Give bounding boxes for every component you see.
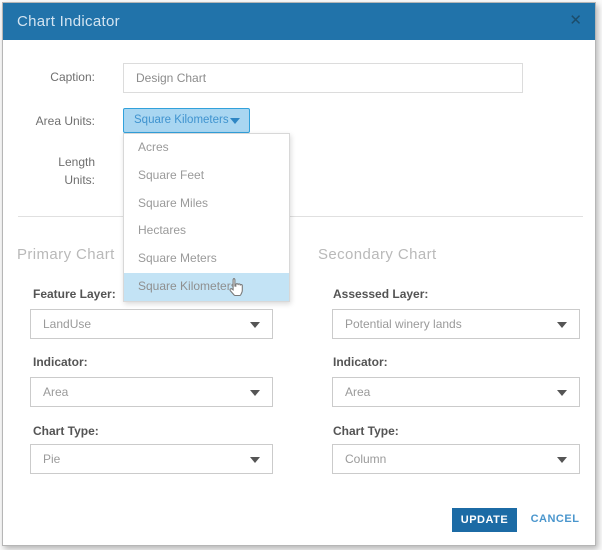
assessed-layer-select[interactable]: Potential winery lands [332,309,580,339]
assessed-layer-label: Assessed Layer: [333,287,429,301]
secondary-chart-type-select[interactable]: Column [332,444,580,474]
chevron-down-icon [250,322,260,328]
feature-layer-value: LandUse [43,317,92,331]
secondary-indicator-label: Indicator: [333,355,388,369]
section-divider [18,216,583,217]
chevron-down-icon [557,322,567,328]
area-units-select[interactable]: Square Kilometers [123,108,250,133]
menu-option-square-miles[interactable]: Square Miles [138,195,209,210]
dialog-header: Chart Indicator ✕ [3,3,595,40]
chevron-down-icon [250,390,260,396]
chevron-down-icon [557,390,567,396]
feature-layer-select[interactable]: LandUse [30,309,273,339]
area-units-menu: Acres Square Feet Square Miles Hectares … [123,133,290,302]
primary-indicator-label: Indicator: [33,355,88,369]
menu-option-square-kilometers[interactable]: Square Kilometers [124,272,289,301]
close-icon[interactable]: ✕ [569,12,582,29]
primary-chart-type-select[interactable]: Pie [30,444,273,474]
feature-layer-label: Feature Layer: [33,287,116,301]
primary-indicator-value: Area [43,385,69,399]
chevron-down-icon [250,457,260,463]
primary-chart-type-value: Pie [43,452,61,466]
length-units-label-line1: Length [58,155,95,169]
area-units-label: Area Units: [35,114,95,128]
secondary-indicator-select[interactable]: Area [332,377,580,407]
secondary-indicator-value: Area [345,385,371,399]
dialog-title: Chart Indicator [17,13,120,30]
menu-option-hectares[interactable]: Hectares [138,223,187,238]
secondary-chart-type-value: Column [345,452,387,466]
primary-chart-type-label: Chart Type: [33,424,99,438]
chevron-down-icon [557,457,567,463]
primary-indicator-select[interactable]: Area [30,377,273,407]
cancel-button[interactable]: CANCEL [530,513,580,525]
primary-chart-heading: Primary Chart [17,246,115,263]
menu-option-square-feet[interactable]: Square Feet [138,167,205,182]
caption-input[interactable] [123,63,523,93]
chevron-down-icon [230,118,240,124]
assessed-layer-value: Potential winery lands [345,317,462,331]
menu-option-square-meters[interactable]: Square Meters [138,251,217,266]
caption-label: Caption: [50,70,95,84]
chart-indicator-dialog: Chart Indicator ✕ Caption: Area Units: S… [2,2,596,546]
update-button[interactable]: UPDATE [452,508,517,532]
secondary-chart-type-label: Chart Type: [333,424,399,438]
hand-cursor-icon [224,274,248,305]
menu-option-acres[interactable]: Acres [138,140,169,154]
secondary-chart-heading: Secondary Chart [318,246,437,263]
area-units-value: Square Kilometers [134,114,229,126]
length-units-label-line2: Units: [64,173,95,187]
